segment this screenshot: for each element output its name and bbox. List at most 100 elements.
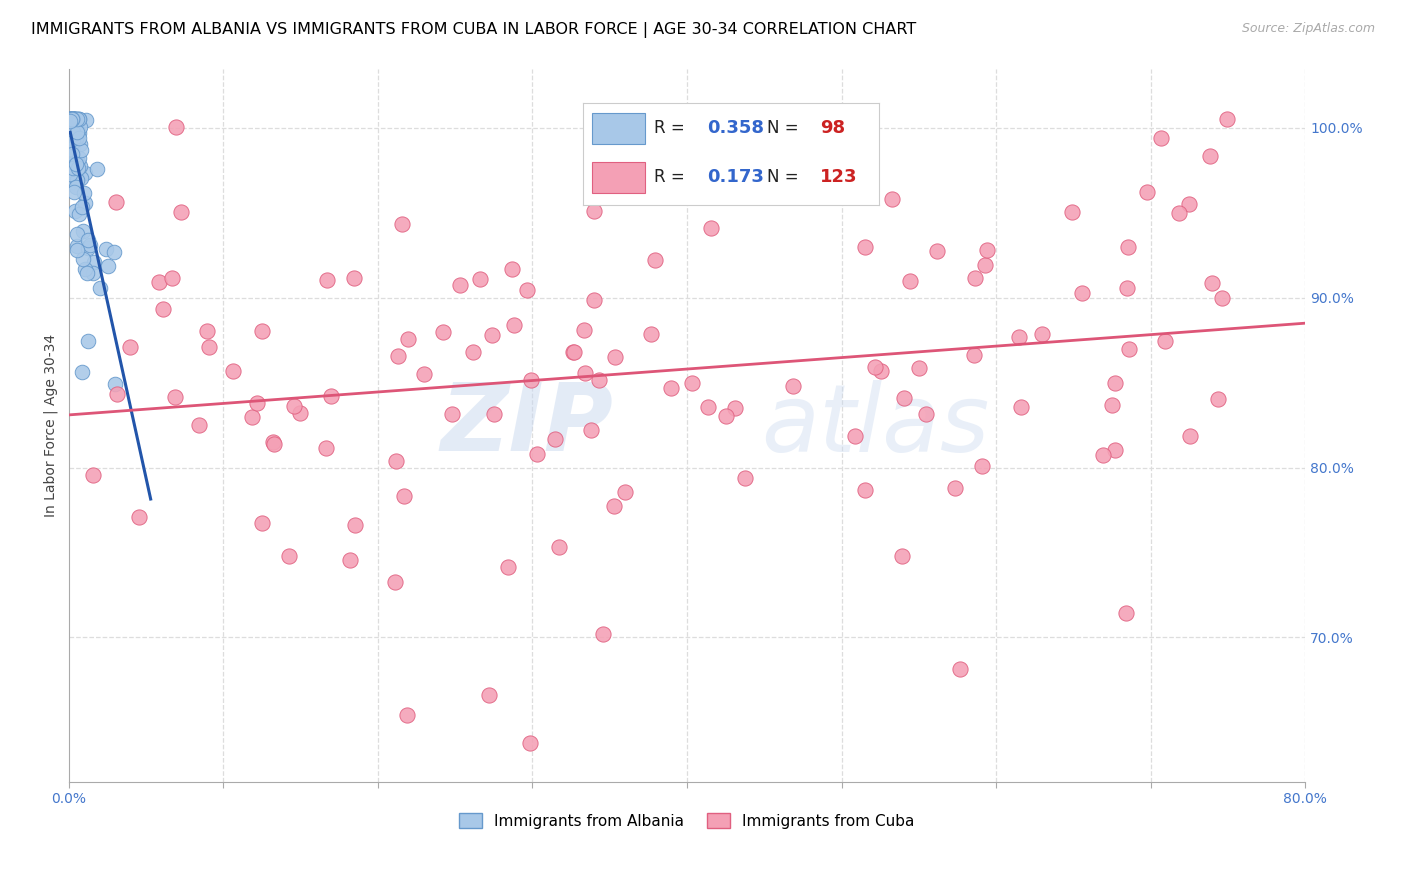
Point	[105, 387, 128, 401]
Point	[128, 510, 150, 524]
Point	[579, 423, 602, 437]
Point	[844, 429, 866, 443]
Point	[65, 112, 87, 127]
Point	[461, 344, 484, 359]
Point	[62, 135, 84, 149]
Point	[853, 483, 876, 497]
Point	[62, 112, 84, 127]
Point	[148, 275, 170, 289]
Point	[73, 186, 96, 201]
Point	[1201, 276, 1223, 290]
Point	[70, 143, 93, 157]
Point	[62, 166, 84, 180]
Point	[413, 367, 436, 381]
Point	[659, 381, 682, 395]
Text: R =: R =	[654, 119, 690, 136]
Point	[59, 130, 82, 145]
Point	[70, 365, 93, 379]
Point	[503, 318, 526, 332]
Point	[60, 175, 83, 189]
Point	[67, 151, 90, 165]
Point	[63, 112, 86, 127]
Point	[59, 112, 82, 127]
Point	[62, 112, 84, 127]
Point	[891, 549, 914, 563]
Point	[562, 345, 585, 359]
Point	[59, 112, 82, 127]
Point	[105, 195, 128, 210]
Point	[1104, 443, 1126, 458]
Point	[319, 389, 342, 403]
Point	[250, 324, 273, 338]
Point	[562, 345, 585, 359]
Point	[478, 688, 501, 702]
Point	[588, 373, 610, 387]
Point	[893, 392, 915, 406]
Point	[278, 549, 301, 563]
Point	[613, 485, 636, 500]
Point	[59, 162, 82, 177]
Point	[582, 203, 605, 218]
Point	[120, 340, 142, 354]
Point	[544, 432, 567, 446]
Point	[66, 161, 89, 176]
Point	[97, 260, 120, 274]
Point	[1153, 334, 1175, 349]
Point	[67, 112, 90, 127]
Text: ZIP: ZIP	[440, 379, 613, 471]
Point	[339, 553, 361, 567]
Point	[67, 126, 90, 140]
Point	[60, 147, 83, 161]
Text: N =: N =	[766, 119, 803, 136]
Point	[103, 245, 125, 260]
Text: 98: 98	[820, 119, 845, 136]
Point	[440, 408, 463, 422]
Text: Source: ZipAtlas.com: Source: ZipAtlas.com	[1241, 22, 1375, 36]
Point	[263, 437, 285, 451]
Point	[572, 323, 595, 337]
Point	[384, 575, 406, 590]
Point	[86, 161, 108, 176]
Point	[76, 334, 98, 348]
Point	[75, 166, 97, 180]
Point	[66, 163, 89, 178]
Point	[396, 332, 419, 346]
Point	[195, 324, 218, 338]
Point	[65, 112, 87, 127]
Point	[1177, 196, 1199, 211]
Point	[970, 458, 993, 473]
Point	[163, 390, 186, 404]
Point	[59, 113, 82, 128]
Point	[66, 243, 89, 257]
Point	[1150, 131, 1173, 145]
Point	[152, 302, 174, 317]
Point	[65, 125, 87, 139]
Point	[62, 112, 84, 127]
Point	[1198, 149, 1220, 163]
Point	[222, 363, 245, 377]
Point	[262, 435, 284, 450]
Point	[67, 112, 90, 127]
Point	[72, 224, 94, 238]
Point	[1135, 186, 1157, 200]
Point	[79, 238, 101, 252]
Point	[863, 360, 886, 375]
Point	[481, 327, 503, 342]
Point	[69, 137, 91, 152]
Point	[1206, 392, 1229, 406]
Point	[60, 112, 83, 127]
Point	[468, 272, 491, 286]
Point	[343, 517, 366, 532]
Point	[59, 112, 82, 127]
Point	[1118, 342, 1140, 356]
Point	[188, 417, 211, 432]
Point	[290, 406, 312, 420]
Point	[240, 409, 263, 424]
Point	[59, 117, 82, 131]
Point	[519, 373, 541, 387]
Point	[62, 142, 84, 156]
Point	[396, 708, 419, 723]
Text: 0.173: 0.173	[707, 168, 765, 186]
Point	[59, 112, 82, 127]
Point	[385, 454, 408, 468]
